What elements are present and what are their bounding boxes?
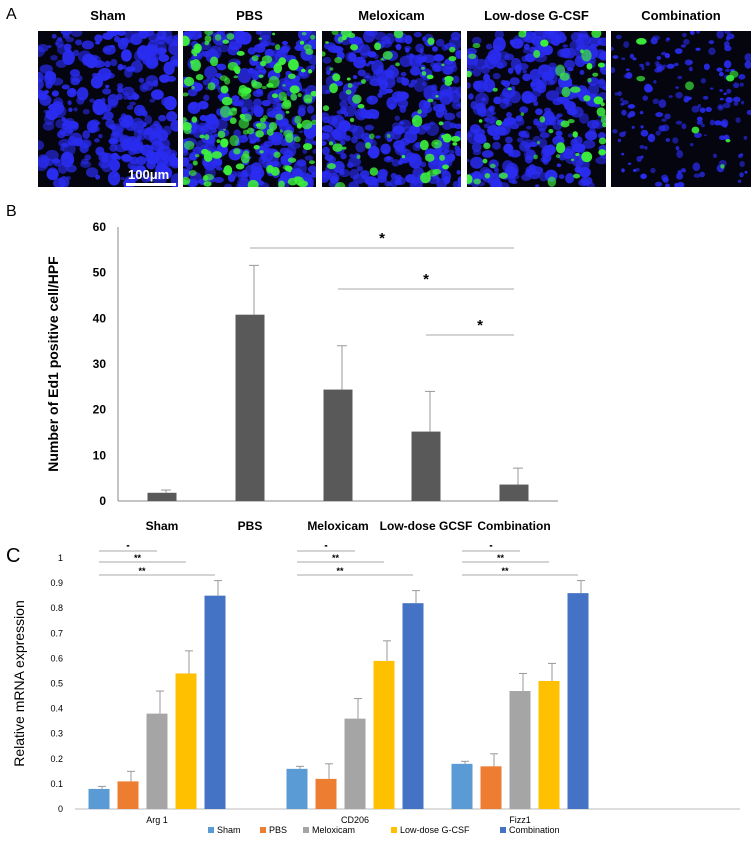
significance-label: ** <box>497 553 505 563</box>
y-tick-label: 0.7 <box>50 628 63 638</box>
y-tick-label: 50 <box>93 266 107 280</box>
y-tick-label: 0.4 <box>50 704 63 714</box>
bar <box>480 766 502 809</box>
micrograph-image <box>322 31 461 187</box>
y-tick-label: 30 <box>93 357 107 371</box>
bar <box>344 718 366 809</box>
significance-label: * <box>423 271 429 288</box>
micrograph-title: Combination <box>641 8 721 23</box>
significance-label: ** <box>134 553 142 563</box>
bar <box>402 603 424 809</box>
y-tick-label: 0.6 <box>50 653 63 663</box>
y-tick-label: 0.9 <box>50 578 63 588</box>
y-tick-label: 60 <box>93 220 107 234</box>
legend-swatch <box>391 827 397 833</box>
x-tick-label: Combination <box>477 519 550 530</box>
micrograph-title: Sham <box>90 8 126 23</box>
bar <box>117 781 139 809</box>
x-tick-label: Sham <box>146 519 179 530</box>
significance-label: * <box>477 317 483 334</box>
micrograph-title: Meloxicam <box>358 8 425 23</box>
y-tick-label: 0.3 <box>50 729 63 739</box>
x-tick-label: PBS <box>238 519 263 530</box>
y-tick-label: 40 <box>93 311 107 325</box>
x-tick-label: Arg 1 <box>146 815 168 825</box>
significance-label: ** <box>501 566 509 576</box>
y-tick-label: 20 <box>93 403 107 417</box>
bar <box>88 788 110 809</box>
significance-label: * <box>324 545 328 552</box>
micrograph-image <box>611 31 751 187</box>
bar <box>146 713 168 809</box>
bar <box>499 484 529 501</box>
y-tick-label: 0.5 <box>50 679 63 689</box>
ed1-bar-chart: 0 10 20 30 40 50 60 Number of Ed1 positive cell… <box>45 220 558 530</box>
y-axis-label: Relative mRNA expression <box>11 600 27 767</box>
bar <box>286 768 308 809</box>
x-tick-label: CD206 <box>341 815 369 825</box>
legend-label: Combination <box>509 825 560 835</box>
significance-label: ** <box>336 566 344 576</box>
legend-label: PBS <box>269 825 287 835</box>
x-tick-label: Meloxicam <box>307 519 368 530</box>
significance-label: * <box>379 230 385 247</box>
panel-b-letter: B <box>6 203 17 220</box>
legend-label: Meloxicam <box>312 825 355 835</box>
panel-c-letter: C <box>6 545 21 567</box>
legend-swatch <box>303 827 309 833</box>
micrograph-image <box>467 31 606 187</box>
bar <box>538 680 560 809</box>
micrograph-title: Low-dose G-CSF <box>484 8 589 23</box>
significance-label: * <box>489 545 493 552</box>
mrna-bar-chart: 0 0.1 0.2 0.3 0.4 0.5 0.6 0.7 0.8 0.9 1 Relative mR… <box>11 545 740 835</box>
significance-label: ** <box>332 553 340 563</box>
y-tick-label: 0.1 <box>50 779 63 789</box>
bar <box>509 691 531 809</box>
bar <box>323 389 353 501</box>
y-tick-label: 1 <box>58 553 63 563</box>
legend-swatch <box>500 827 506 833</box>
bar <box>315 778 337 809</box>
y-tick-label: 0 <box>99 494 106 508</box>
bar <box>175 673 197 809</box>
micrograph-image <box>183 31 316 187</box>
scale-bar-label: 100μm <box>128 167 170 182</box>
panel-a-letter: A <box>6 6 17 23</box>
y-tick-label: 0 <box>58 804 63 814</box>
bar <box>451 763 473 809</box>
bar <box>204 595 226 809</box>
bar <box>147 492 177 501</box>
significance-label: ** <box>138 566 146 576</box>
micrograph-title: PBS <box>236 8 263 23</box>
legend-label: Sham <box>217 825 241 835</box>
significance-label: * <box>126 545 130 552</box>
x-tick-label: Low-dose GCSF <box>380 519 473 530</box>
y-tick-label: 0.8 <box>50 603 63 613</box>
legend-label: Low-dose G-CSF <box>400 825 470 835</box>
bar <box>567 593 589 809</box>
scale-bar <box>126 183 176 186</box>
y-tick-label: 10 <box>93 448 107 462</box>
x-tick-label: Fizz1 <box>509 815 531 825</box>
legend-swatch <box>208 827 214 833</box>
legend-swatch <box>260 827 266 833</box>
micrograph-image: 100μm <box>38 31 178 187</box>
y-tick-label: 0.2 <box>50 754 63 764</box>
bar <box>373 660 395 809</box>
bar <box>235 314 265 501</box>
bar <box>411 431 441 501</box>
y-axis-label: Number of Ed1 positive cell/HPF <box>45 256 61 472</box>
